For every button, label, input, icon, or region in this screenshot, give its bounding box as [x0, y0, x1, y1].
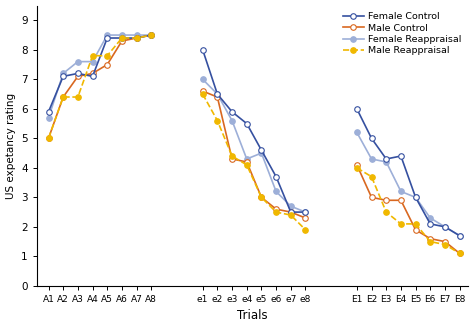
Y-axis label: US expetancy rating: US expetancy rating [6, 92, 16, 199]
Legend: Female Control, Male Control, Female Reappraisal, Male Reappraisal: Female Control, Male Control, Female Rea… [341, 10, 464, 57]
X-axis label: Trials: Trials [237, 309, 268, 322]
